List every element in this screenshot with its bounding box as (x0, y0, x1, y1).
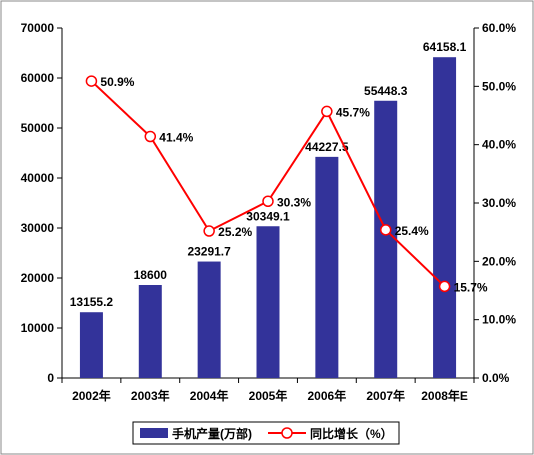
right-axis-tick-label: 30.0% (482, 196, 516, 210)
bar-data-label: 44227.5 (305, 140, 349, 154)
line-point (321, 105, 333, 118)
legend-swatch-marker (281, 427, 293, 439)
line-data-label: 50.9% (100, 75, 134, 89)
line-data-label: 45.7% (336, 105, 370, 119)
legend-box (132, 421, 400, 445)
left-axis-tick-label: 0 (47, 371, 54, 385)
line-point (85, 75, 98, 87)
left-axis-tick-label: 40000 (21, 171, 55, 185)
line-data-label: 25.4% (395, 224, 429, 238)
right-axis-tick-label: 10.0% (482, 313, 516, 327)
bar-data-label: 18600 (134, 268, 168, 282)
bar-data-label: 64158.1 (423, 40, 467, 54)
left-axis-tick-label: 70000 (21, 21, 55, 35)
left-axis-tick-label: 10000 (21, 321, 55, 335)
legend: 手机产量(万部) 同比增长（%） (132, 421, 400, 445)
x-axis-tick-label: 2004年 (190, 388, 229, 403)
left-axis-tick-label: 30000 (21, 221, 55, 235)
plot-area: 0 10000 20000 30000 40000 50000 60000 70000 0.0%… (21, 21, 517, 403)
bar (433, 57, 457, 378)
x-axis-tick-label: 2008年E (421, 388, 468, 403)
legend-label-bar: 手机产量(万部) (172, 426, 252, 441)
bar (79, 312, 103, 378)
right-axis-tick-label: 0.0% (482, 371, 510, 385)
line-data-label: 15.7% (454, 280, 488, 294)
bar (374, 100, 398, 379)
line-point (379, 224, 392, 236)
x-axis-tick-label: 2007年 (366, 388, 405, 403)
left-axis-tick-label: 20000 (21, 271, 55, 285)
right-axis-tick-label: 50.0% (482, 79, 516, 93)
bar (197, 261, 221, 378)
line-data-label: 30.3% (277, 195, 311, 209)
line-point (438, 280, 451, 293)
line-data-label: 25.2% (218, 225, 252, 239)
left-axis-tick-label: 60000 (21, 71, 55, 85)
x-axis-tick-label: 2006年 (308, 388, 347, 403)
bar (138, 285, 162, 378)
legend-label-line: 同比增长（%） (310, 426, 393, 441)
right-axis-tick-label: 20.0% (482, 254, 516, 268)
line-point (203, 225, 215, 237)
bar-data-label: 23291.7 (187, 245, 231, 259)
bar (315, 156, 339, 378)
bar-data-label: 30349.1 (246, 209, 290, 223)
left-axis-tick-label: 50000 (21, 121, 55, 135)
bar-data-label: 13155.2 (70, 295, 114, 309)
line-data-label: 41.4% (159, 131, 193, 145)
legend-swatch-bar (140, 428, 168, 438)
line-point (262, 195, 274, 207)
x-axis-tick-label: 2002年 (72, 388, 111, 403)
bar (256, 226, 280, 378)
x-axis-tick-label: 2005年 (249, 388, 288, 403)
bar-data-label: 55448.3 (364, 84, 408, 98)
right-axis-tick-label: 60.0% (482, 21, 516, 35)
x-axis-tick-label: 2003年 (131, 388, 170, 403)
right-axis-tick-label: 40.0% (482, 138, 516, 152)
line-point (144, 130, 157, 143)
